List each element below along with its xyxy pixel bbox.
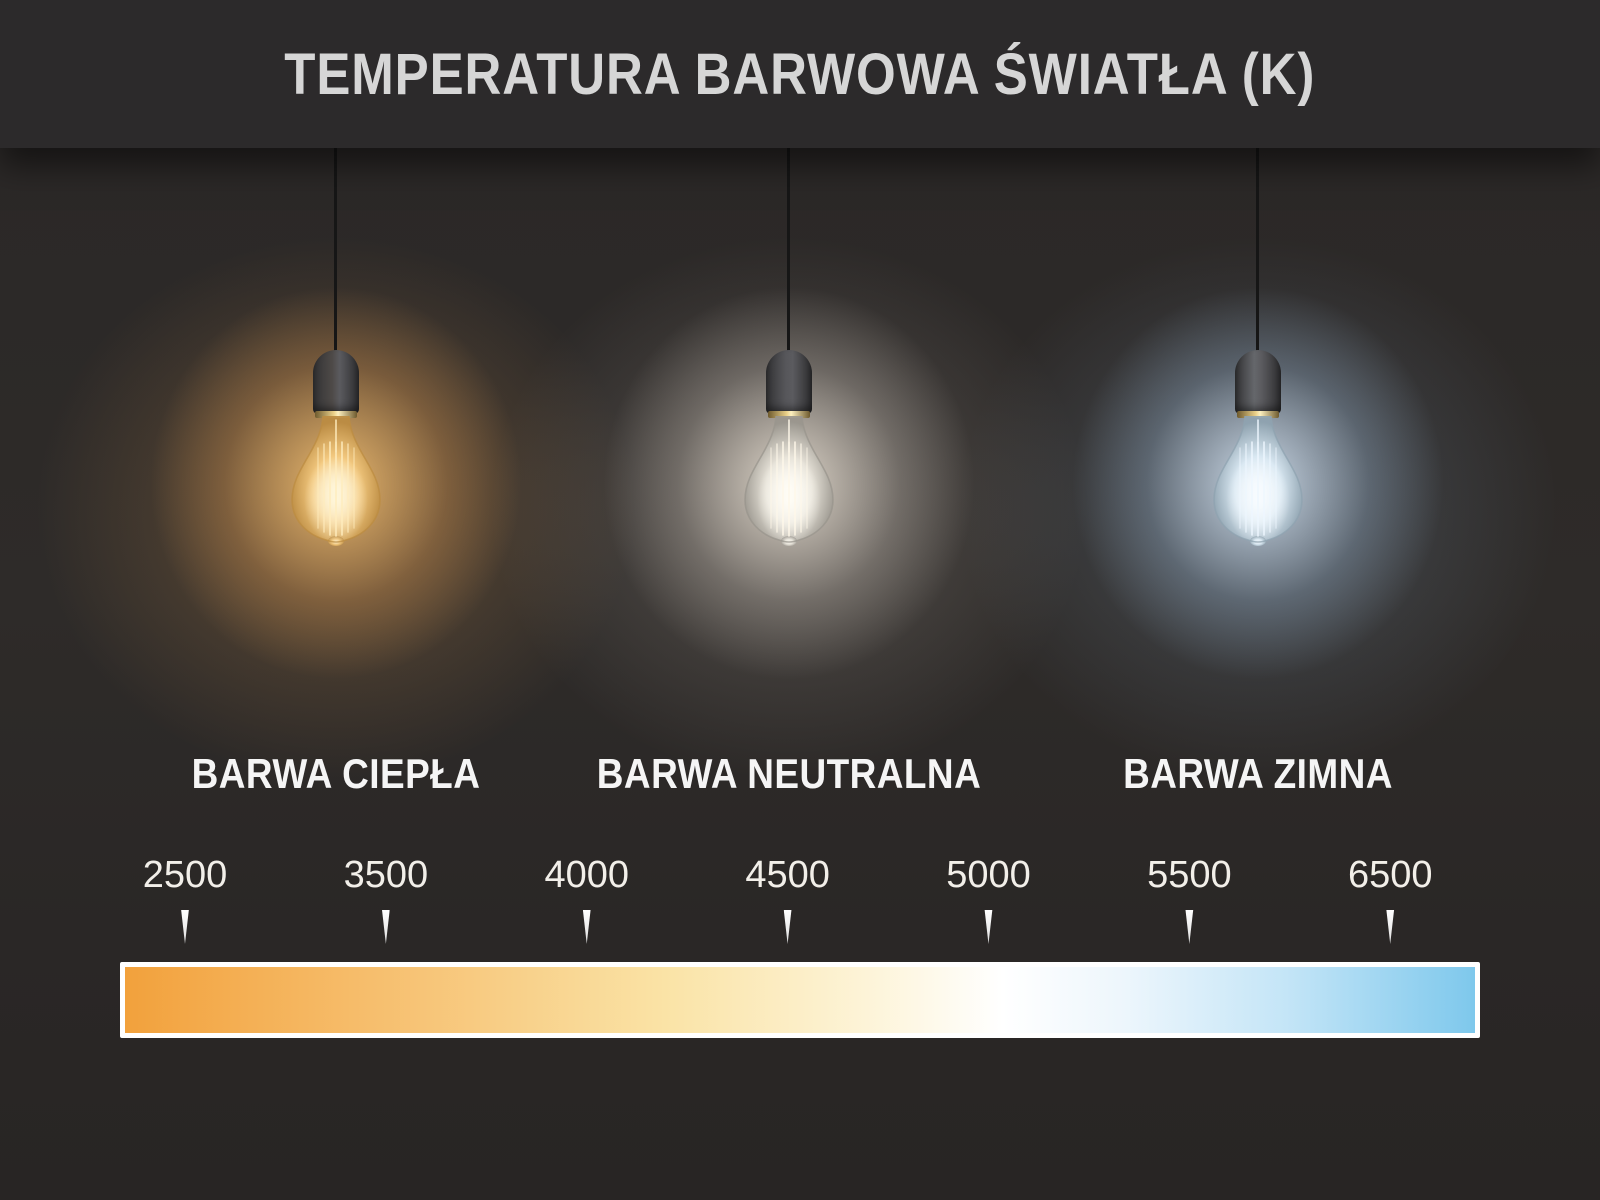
scale-tick-pin-icon: [582, 910, 591, 944]
edison-bulb-icon: [1213, 415, 1303, 546]
scale-tick: 5000: [946, 856, 1031, 944]
color-labels-row: BARWA CIEPŁA BARWA NEUTRALNA BARWA ZIMNA: [0, 750, 1600, 800]
label-neutral: BARWA NEUTRALNA: [596, 750, 981, 797]
scale-tick-label: 4500: [745, 854, 830, 896]
page-title: TEMPERATURA BARWOWA ŚWIATŁA (K): [284, 41, 1316, 107]
pendant-lamp-cold: [818, 108, 1600, 1148]
scale-tick-label: 6500: [1347, 854, 1433, 896]
scale-tick-pin-icon: [783, 910, 792, 944]
lamp-cord: [334, 148, 337, 352]
scale-ticks: 2500 3500 4000 4500 5000 5500 6500: [120, 856, 1480, 956]
label-cold: BARWA ZIMNA: [1122, 750, 1393, 797]
lamp-socket: [1235, 350, 1281, 414]
scale-tick: 4000: [544, 856, 629, 944]
scale-tick-pin-icon: [382, 910, 390, 944]
lamp-socket: [766, 350, 812, 414]
scale-tick-label: 5500: [1147, 854, 1232, 896]
bulb-brass-ring: [1237, 411, 1279, 418]
lamp-cord: [787, 148, 790, 352]
scale-tick-label: 5000: [946, 854, 1031, 896]
header-band: TEMPERATURA BARWOWA ŚWIATŁA (K): [0, 0, 1600, 148]
scale-tick-pin-icon: [181, 910, 189, 944]
scale-tick: 6500: [1348, 856, 1433, 944]
edison-bulb-icon: [291, 415, 381, 546]
bulb-brass-ring: [315, 411, 357, 418]
lamp-cord: [1256, 148, 1259, 352]
scale-tick: 4500: [745, 856, 830, 944]
lamp-socket: [313, 350, 359, 414]
scale-tick: 5500: [1147, 856, 1232, 944]
scale-tick-pin-icon: [984, 910, 993, 944]
scale-tick: 2500: [142, 854, 228, 944]
scale-tick-pin-icon: [1185, 910, 1194, 944]
scale-tick-label: 4000: [544, 854, 630, 896]
temperature-gradient-bar: [120, 962, 1480, 1038]
scale-tick: 3500: [343, 854, 429, 944]
edison-bulb-icon: [744, 415, 834, 546]
scale-tick-label: 3500: [343, 854, 429, 896]
scale-tick-label: 2500: [142, 854, 228, 896]
scale-tick-pin-icon: [1386, 910, 1395, 944]
bulb-brass-ring: [768, 411, 810, 418]
label-warm: BARWA CIEPŁA: [191, 750, 481, 797]
